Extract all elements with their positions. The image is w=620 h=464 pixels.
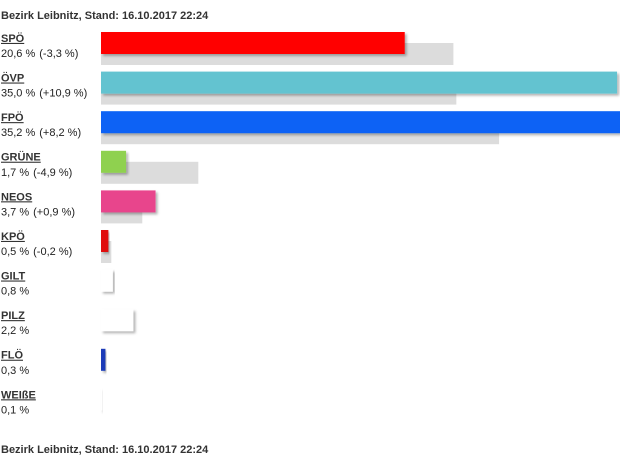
value-text: 0,3 % bbox=[1, 365, 29, 377]
party-name: ÖVP bbox=[1, 72, 24, 85]
party-name: GILT bbox=[1, 271, 26, 283]
value-text: 1,7 % bbox=[1, 167, 29, 179]
bar bbox=[101, 111, 620, 134]
bar bbox=[101, 269, 113, 292]
bar bbox=[101, 71, 618, 94]
change-text: (+8,2 %) bbox=[39, 127, 81, 139]
value-text: 35,0 % bbox=[1, 88, 35, 100]
bar bbox=[101, 230, 109, 252]
value-text: 0,1 % bbox=[1, 404, 29, 416]
value-label: 0,5 % (-0,2 %) bbox=[1, 246, 72, 258]
chart-title: Bezirk Leibnitz, Stand: 16.10.2017 22:24 bbox=[1, 10, 209, 22]
value-label: 3,7 % (+0,9 %) bbox=[1, 206, 75, 218]
party-name: FPÖ bbox=[1, 111, 24, 124]
value-label: 1,7 % (-4,9 %) bbox=[1, 167, 72, 179]
party-name: NEOS bbox=[1, 191, 32, 203]
value-text: 20,6 % bbox=[1, 48, 35, 60]
value-label: 35,0 % (+10,9 %) bbox=[1, 88, 87, 100]
change-text: (-0,2 %) bbox=[33, 246, 72, 258]
change-text: (-4,9 %) bbox=[33, 167, 72, 179]
bar bbox=[101, 190, 156, 213]
bar bbox=[101, 32, 405, 54]
change-text: (+0,9 %) bbox=[33, 206, 75, 218]
value-label: 2,2 % bbox=[1, 325, 29, 337]
value-label: 20,6 % (-3,3 %) bbox=[1, 48, 78, 60]
party-name: SPÖ bbox=[1, 32, 25, 45]
party-name: FLÖ bbox=[1, 349, 23, 362]
party-name: GRÜNE bbox=[1, 151, 41, 164]
value-text: 2,2 % bbox=[1, 325, 29, 337]
change-text: (+10,9 %) bbox=[39, 88, 87, 100]
party-name: PILZ bbox=[1, 310, 25, 322]
bar bbox=[101, 150, 127, 173]
value-text: 35,2 % bbox=[1, 127, 35, 139]
value-label: 35,2 % (+8,2 %) bbox=[1, 127, 81, 139]
value-label: 0,1 % bbox=[1, 404, 29, 416]
party-name: KPÖ bbox=[1, 230, 25, 243]
change-text: (-3,3 %) bbox=[39, 48, 78, 60]
party-name: WEIßE bbox=[1, 389, 36, 401]
value-label: 0,3 % bbox=[1, 365, 29, 377]
chart-footer: Bezirk Leibnitz, Stand: 16.10.2017 22:24 bbox=[1, 444, 209, 456]
bar bbox=[101, 388, 103, 411]
value-text: 0,8 % bbox=[1, 286, 29, 298]
value-text: 3,7 % bbox=[1, 206, 29, 218]
bar bbox=[101, 348, 106, 371]
value-text: 0,5 % bbox=[1, 246, 29, 258]
value-label: 0,8 % bbox=[1, 286, 29, 298]
bar bbox=[101, 309, 134, 332]
